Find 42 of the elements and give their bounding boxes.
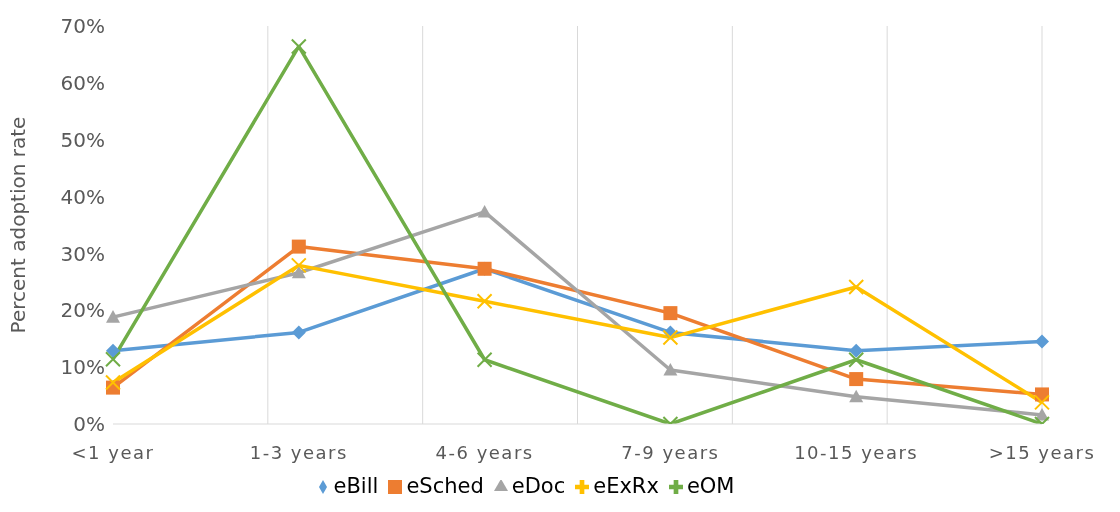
point [291,325,306,340]
point [662,329,679,346]
y-tick-label: 40% [60,184,105,209]
point [849,343,864,358]
legend-label: eDoc [511,474,566,498]
legend-label: eSched [406,474,484,498]
point [105,351,121,368]
y-tick-label: 70% [60,14,105,39]
point [476,293,493,310]
point [663,362,678,376]
x-tick-label: <1 year [71,441,155,463]
point [290,257,307,274]
x-tick-label: >15 years [988,441,1096,463]
point [849,372,864,387]
y-tick-label: 20% [60,298,105,323]
point [106,343,120,358]
point [849,389,864,403]
y-tick-label: 50% [60,127,105,152]
point [848,351,865,368]
point [848,278,865,295]
y-tick-label: 0% [73,412,105,437]
x-tick-label: 7-9 years [621,441,720,463]
x-tick-label: 4-6 years [435,441,534,463]
point [1035,334,1049,349]
point [476,351,493,368]
x-tick-label: 1-3 years [249,441,348,463]
y-tick-label: 10% [60,355,105,380]
y-axis-title: Percent adoption rate [6,116,31,334]
point [663,306,678,321]
y-tick-label: 60% [60,70,105,95]
point [291,265,306,279]
point [1034,394,1050,411]
x-tick-label: 10-15 years [794,441,919,463]
point [105,374,121,391]
legend-label: eExRx [593,474,659,498]
point [291,239,306,254]
point [290,38,307,55]
point [106,310,120,323]
legend-label: eOM [686,474,735,498]
point [477,204,492,218]
y-tick-label: 30% [60,241,105,266]
legend-label: eBill [333,474,379,498]
